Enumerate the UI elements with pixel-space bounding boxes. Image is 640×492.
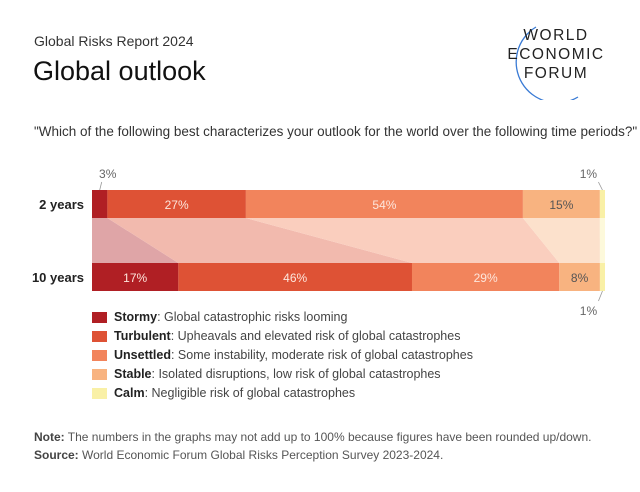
legend-desc: : Some instability, moderate risk of glo… [170,348,473,362]
legend-item-calm: Calm: Negligible risk of global catastro… [92,386,355,400]
data-label: 3% [99,167,117,181]
bar-calm [599,263,605,291]
legend-item-unsettled: Unsettled: Some instability, moderate ri… [92,348,473,362]
survey-question: "Which of the following best characteriz… [34,124,638,139]
legend-item-turbulent: Turbulent: Upheavals and elevated risk o… [92,329,460,343]
leader-line [99,181,103,191]
leader-line [598,181,603,191]
category-label: 2 years [39,197,84,212]
logo-line: WORLD [523,27,589,44]
logo-line: ECONOMIC [507,46,605,63]
legend-desc: : Upheavals and elevated risk of global … [170,329,461,343]
data-label: 54% [372,198,396,212]
legend-desc: : Global catastrophic risks looming [157,310,348,324]
note-text: The numbers in the graphs may not add up… [64,430,592,444]
legend-name: Unsettled [114,348,171,362]
legend-swatch [92,330,107,342]
data-label: 17% [123,271,147,285]
category-label: 10 years [32,270,84,285]
bar-stable [522,190,600,218]
legend-name: Stormy [114,310,158,324]
data-label: 15% [549,198,573,212]
page-title: Global outlook [33,56,206,86]
logo-arc-icon [515,26,579,100]
bar-stormy [92,263,179,291]
legend-desc: : Negligible risk of global catastrophes [144,386,356,400]
legend-name: Turbulent [114,329,171,343]
leader-line [598,290,603,302]
bar-turbulent [178,263,412,291]
connector-band-unsettled [245,218,560,263]
source-label: Source: [34,448,79,462]
legend-item-stable: Stable: Isolated disruptions, low risk o… [92,367,441,381]
stacked-bar-chart: 2 years 3% 27% 54% 15% 1% 10 years 17% 46% 29% 8% 1… [32,167,605,318]
connector-band-stormy [92,218,179,263]
legend-name: Calm [114,386,145,400]
legend-item-stormy: Stormy: Global catastrophic risks loomin… [92,310,347,324]
note-label: Note: [34,430,65,444]
legend-name: Stable [114,367,152,381]
data-label: 8% [571,271,589,285]
legend-swatch [92,368,107,380]
data-label: 1% [580,304,598,318]
logo-line: FORUM [523,65,589,82]
connector-band-turbulent [107,218,412,263]
legend-swatch [92,387,107,399]
connector-band-calm [599,218,605,263]
data-label: 1% [580,167,598,181]
connector-band-stable [522,218,600,263]
wef-logo: WORLD ECONOMIC FORUM [496,25,616,100]
data-label: 27% [165,198,189,212]
bar-stormy [92,190,108,218]
footnote-note: Note: The numbers in the graphs may not … [34,430,591,444]
source-text: World Economic Forum Global Risks Percep… [78,448,444,462]
legend-swatch [92,349,107,361]
bar-unsettled [245,190,523,218]
data-label: 46% [283,271,307,285]
legend-swatch [92,311,107,323]
bar-stable [559,263,600,291]
bar-turbulent [107,190,246,218]
legend-desc: : Isolated disruptions, low risk of glob… [151,367,441,381]
footnote-source: Source: World Economic Forum Global Risk… [34,448,443,462]
bar-calm [599,190,605,218]
report-kicker: Global Risks Report 2024 [34,33,194,49]
data-label: 29% [474,271,498,285]
bar-unsettled [411,263,560,291]
